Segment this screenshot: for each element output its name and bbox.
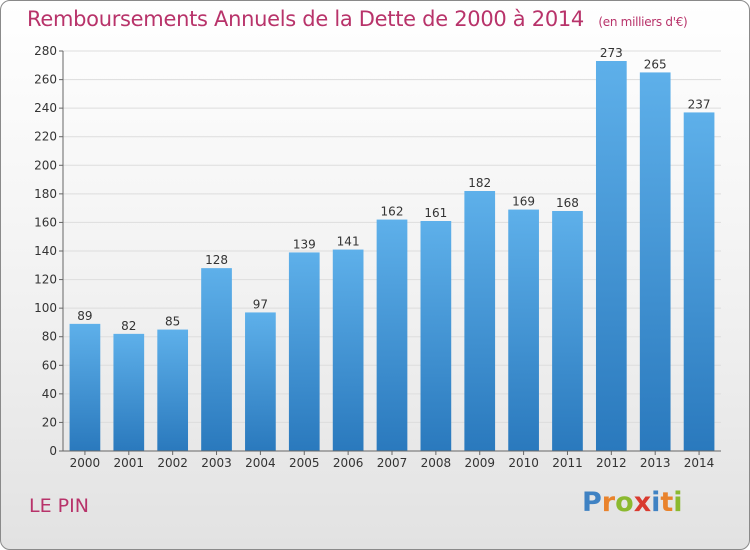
y-tick-label: 280 xyxy=(34,44,57,58)
bar-value-label: 162 xyxy=(381,205,404,219)
bar-value-label: 161 xyxy=(424,206,447,220)
bar xyxy=(332,249,364,451)
chart-title-text: Remboursements Annuels de la Dette de 20… xyxy=(27,7,584,31)
x-tick-label: 2012 xyxy=(596,456,627,470)
y-tick-label: 120 xyxy=(34,273,57,287)
y-tick-label: 80 xyxy=(42,330,57,344)
bar-value-label: 85 xyxy=(165,315,180,329)
bar xyxy=(683,112,715,451)
bar xyxy=(157,329,189,451)
x-tick-label: 2014 xyxy=(684,456,715,470)
bar xyxy=(288,252,320,451)
y-tick-label: 40 xyxy=(42,387,57,401)
proxiti-logo: Proxiti xyxy=(582,487,683,518)
x-tick-label: 2010 xyxy=(508,456,539,470)
bar-value-label: 169 xyxy=(512,195,535,209)
bar xyxy=(420,221,452,451)
bar-value-label: 168 xyxy=(556,196,579,210)
bar xyxy=(508,209,539,451)
logo-letter: P xyxy=(582,487,602,518)
y-tick-label: 160 xyxy=(34,215,57,229)
x-tick-label: 2001 xyxy=(114,456,145,470)
bar xyxy=(595,61,627,451)
y-tick-label: 100 xyxy=(34,301,57,315)
y-tick-label: 60 xyxy=(42,358,57,372)
x-tick-label: 2002 xyxy=(157,456,188,470)
y-tick-label: 140 xyxy=(34,244,57,258)
y-tick-label: 220 xyxy=(34,130,57,144)
x-tick-label: 2000 xyxy=(70,456,101,470)
bar xyxy=(639,72,671,451)
x-tick-label: 2004 xyxy=(245,456,276,470)
x-tick-label: 2008 xyxy=(421,456,452,470)
bar-value-label: 139 xyxy=(293,237,316,251)
y-tick-label: 20 xyxy=(42,415,57,429)
chart-unit: (en milliers d'€) xyxy=(598,15,688,29)
x-tick-label: 2005 xyxy=(289,456,320,470)
bar xyxy=(376,219,408,451)
x-tick-label: 2007 xyxy=(377,456,408,470)
x-tick-label: 2009 xyxy=(464,456,495,470)
bar-value-label: 265 xyxy=(644,57,667,71)
x-tick-label: 2003 xyxy=(201,456,232,470)
bar xyxy=(552,211,583,451)
logo-letter: o xyxy=(615,487,634,518)
x-tick-label: 2013 xyxy=(640,456,671,470)
logo-letter: i xyxy=(673,487,683,518)
logo-letter: x xyxy=(633,487,652,518)
x-tick-label: 2006 xyxy=(333,456,364,470)
y-tick-label: 200 xyxy=(34,158,57,172)
y-tick-label: 240 xyxy=(34,101,57,115)
bar xyxy=(245,312,276,451)
bar xyxy=(113,333,145,451)
y-tick-label: 180 xyxy=(34,187,57,201)
bar-value-label: 273 xyxy=(600,46,623,60)
bar xyxy=(201,268,232,451)
logo-letter: t xyxy=(660,487,674,518)
bar xyxy=(464,191,496,451)
chart-title: Remboursements Annuels de la Dette de 20… xyxy=(27,7,688,31)
bar-value-label: 82 xyxy=(121,319,136,333)
bar-value-label: 141 xyxy=(337,235,360,249)
y-tick-label: 0 xyxy=(49,444,57,458)
bar xyxy=(69,323,101,451)
bar-value-label: 128 xyxy=(205,253,228,267)
logo-letter: i xyxy=(651,487,661,518)
bar-value-label: 89 xyxy=(77,309,92,323)
bar-value-label: 182 xyxy=(468,176,491,190)
bar-value-label: 237 xyxy=(688,97,711,111)
place-name: LE PIN xyxy=(29,495,89,517)
x-tick-label: 2011 xyxy=(552,456,583,470)
logo-letter: r xyxy=(601,487,616,518)
bar-value-label: 97 xyxy=(253,297,268,311)
y-tick-label: 260 xyxy=(34,73,57,87)
